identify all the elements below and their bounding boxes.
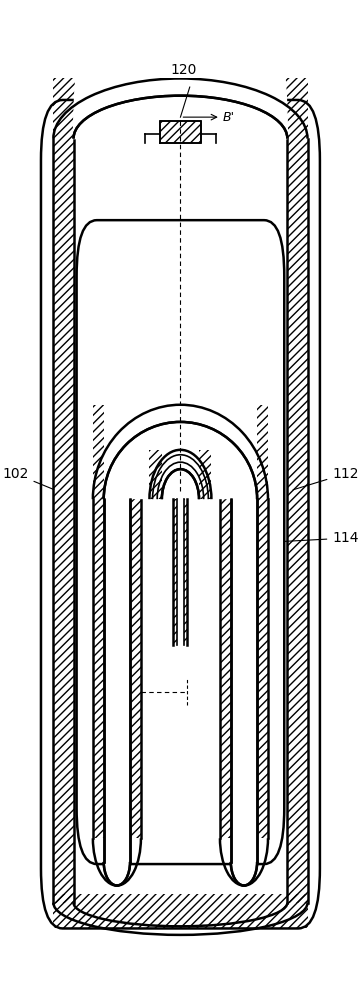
Wedge shape — [162, 448, 199, 499]
FancyBboxPatch shape — [77, 220, 284, 864]
Bar — [53, 894, 308, 928]
Bar — [93, 499, 104, 838]
Text: B: B — [207, 484, 216, 497]
Bar — [220, 499, 231, 838]
Bar — [160, 121, 201, 143]
Wedge shape — [104, 287, 257, 499]
Text: 108: 108 — [201, 486, 226, 516]
Text: 114: 114 — [274, 531, 359, 545]
Bar — [257, 499, 268, 838]
Bar — [104, 499, 130, 886]
Bar — [199, 450, 212, 499]
Text: B': B' — [222, 111, 234, 124]
Text: A: A — [189, 705, 197, 718]
Bar — [257, 405, 268, 499]
Bar — [287, 139, 308, 903]
Bar — [53, 78, 308, 139]
Text: 120: 120 — [170, 63, 197, 77]
FancyBboxPatch shape — [41, 100, 320, 928]
Bar — [174, 499, 187, 645]
Text: A': A' — [127, 705, 139, 718]
Text: 112: 112 — [293, 467, 359, 490]
Bar — [177, 499, 184, 645]
Bar — [231, 499, 257, 886]
Bar — [130, 499, 141, 838]
Text: 110: 110 — [114, 312, 141, 326]
Bar — [93, 405, 104, 499]
Wedge shape — [74, 0, 287, 139]
Bar — [53, 139, 74, 903]
Bar — [149, 450, 162, 499]
Text: 102: 102 — [2, 467, 54, 490]
